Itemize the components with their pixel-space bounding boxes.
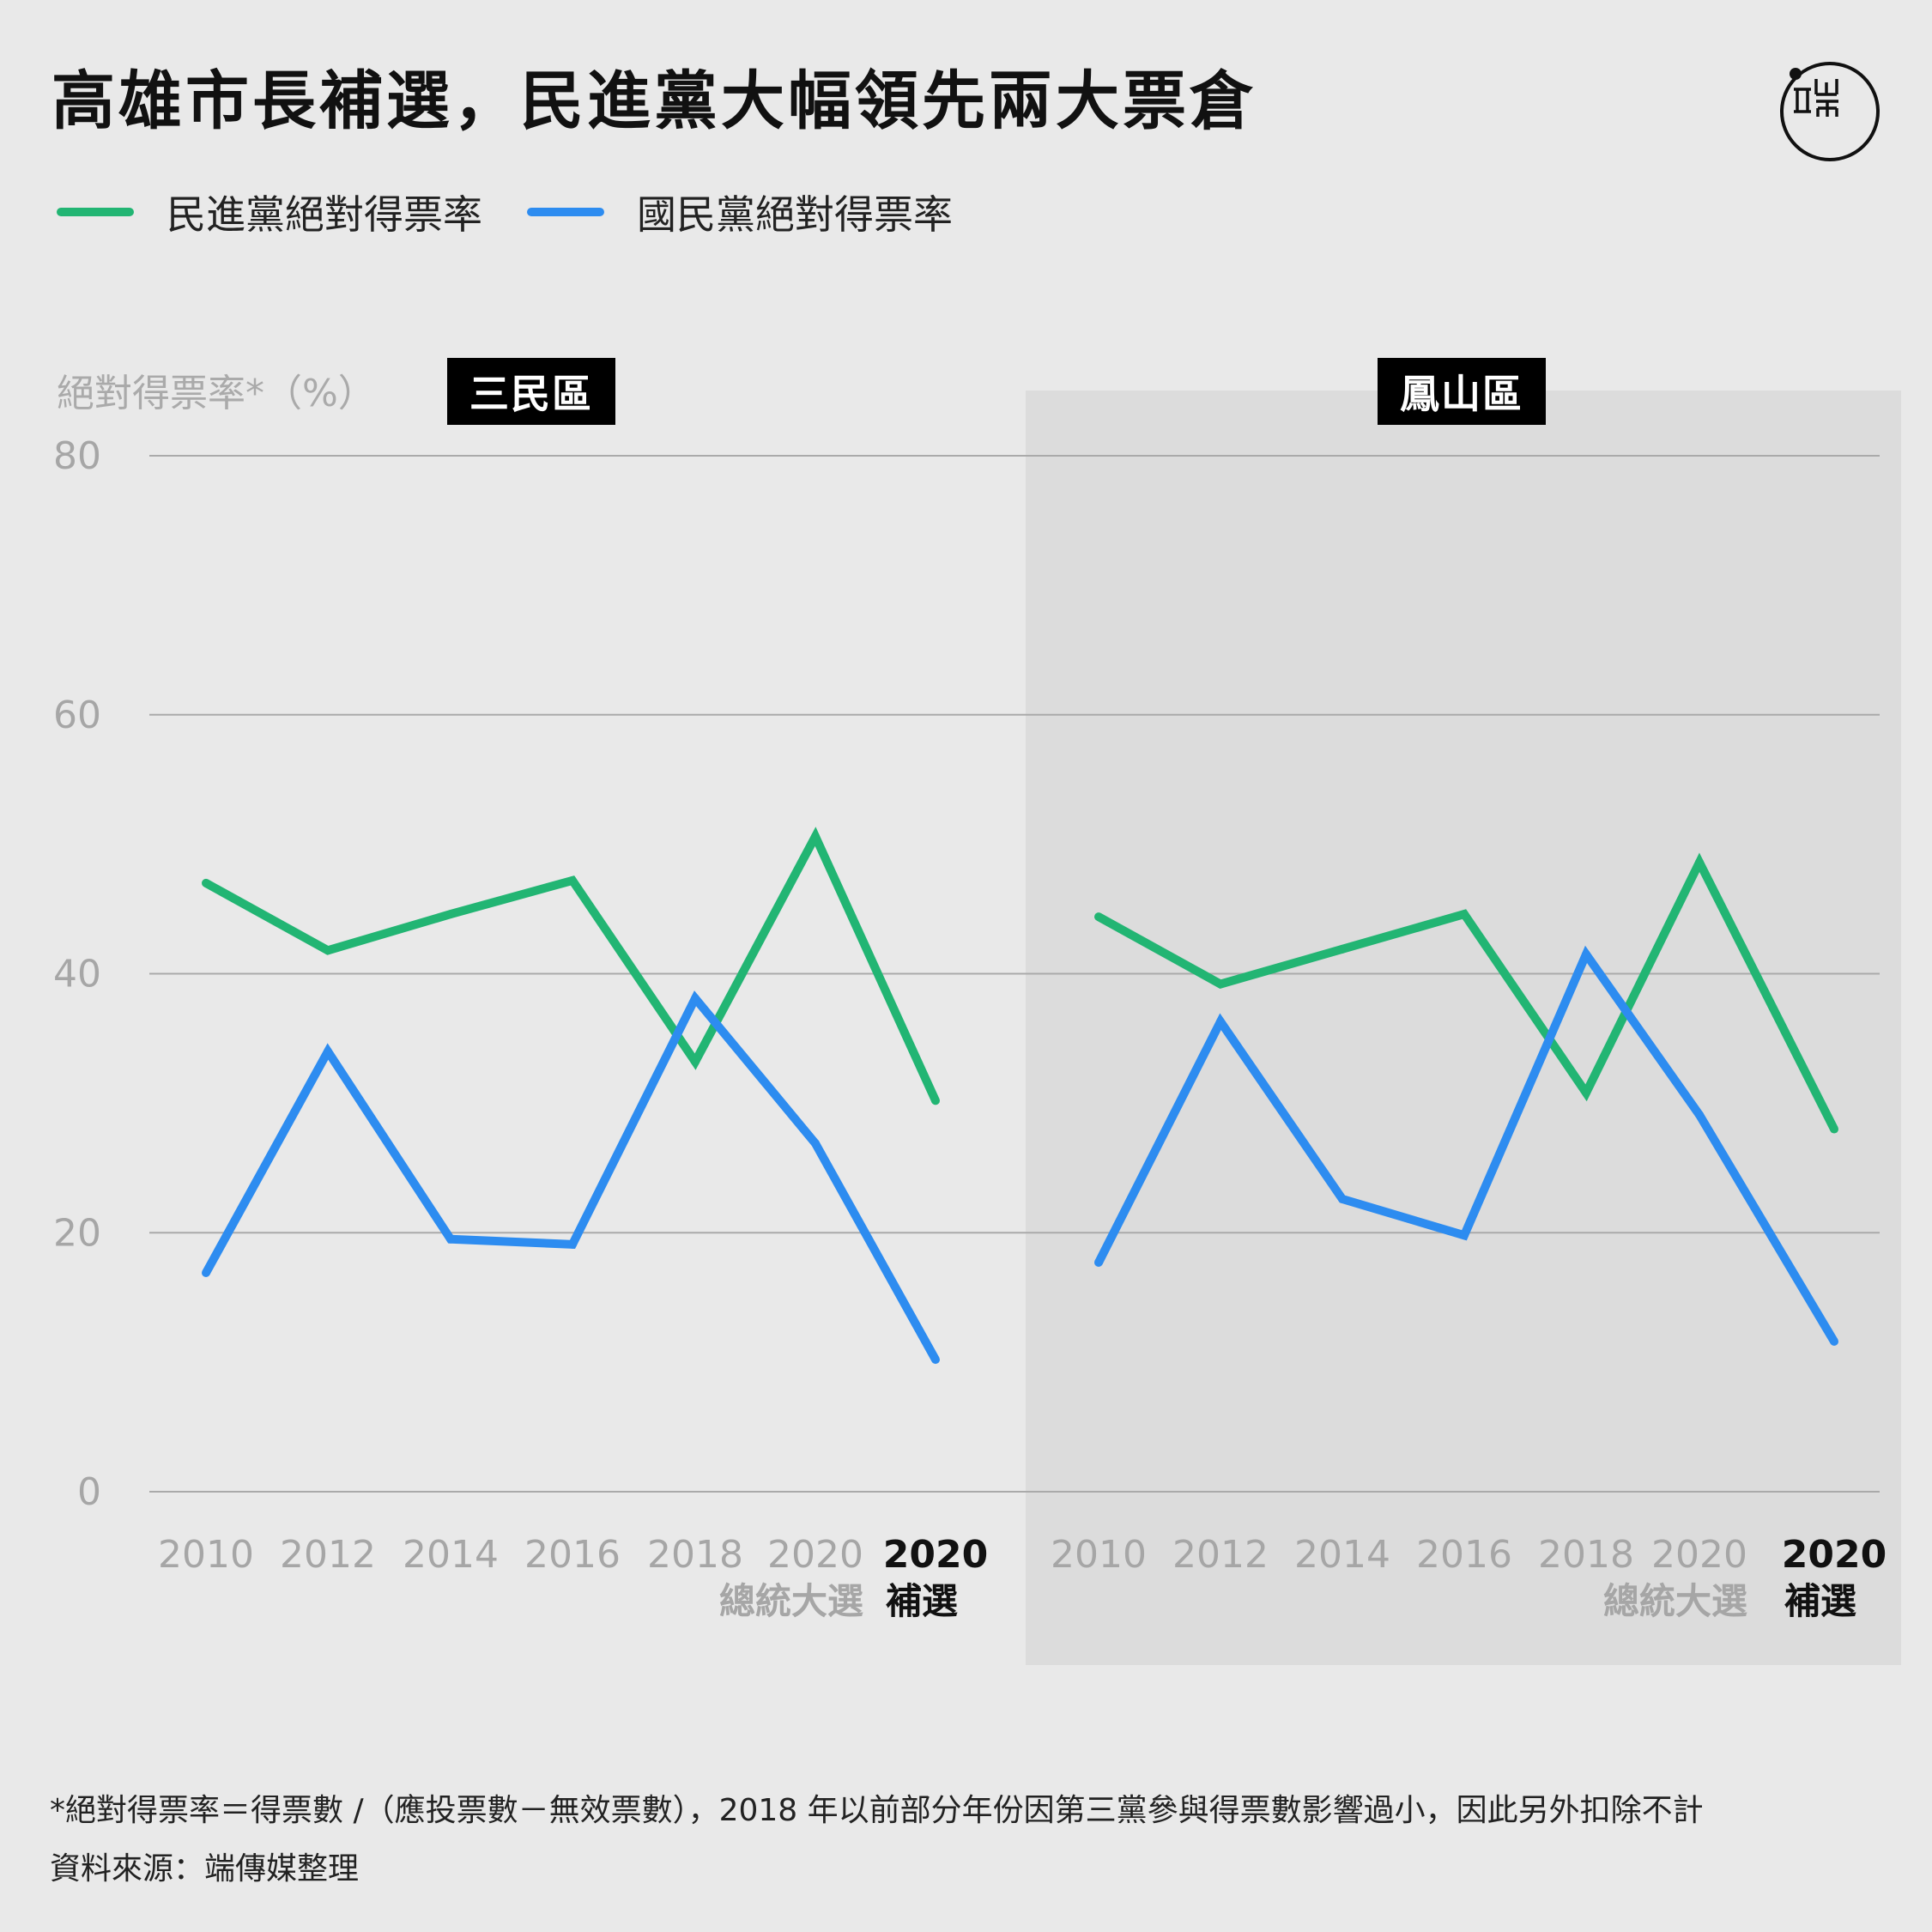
x-tick-label: 2020 — [1651, 1533, 1747, 1577]
data-point — [568, 875, 577, 885]
data-point — [1094, 1257, 1103, 1267]
x-tick-label: 2020 — [1782, 1533, 1887, 1577]
y-tick-label: 40 — [53, 953, 101, 996]
data-point — [931, 1096, 940, 1105]
y-axis-label: 絕對得票率*（%） — [57, 372, 376, 415]
x-tick-label: 2010 — [158, 1533, 254, 1577]
y-tick-label: 80 — [53, 434, 101, 478]
data-point — [691, 1057, 700, 1067]
y-tick-label: 20 — [53, 1211, 101, 1255]
x-tick-sublabel: 補選 — [886, 1580, 958, 1622]
x-tick-label: 2012 — [280, 1533, 376, 1577]
data-point — [568, 1239, 577, 1249]
data-point — [811, 1139, 820, 1148]
x-tick-label: 2018 — [1538, 1533, 1634, 1577]
x-tick-label: 2016 — [524, 1533, 621, 1577]
data-point — [1216, 1017, 1225, 1027]
data-point — [931, 1355, 940, 1365]
data-point — [1338, 944, 1347, 954]
data-point — [691, 994, 700, 1003]
data-point — [1830, 1336, 1838, 1346]
panel-badge-sanmin: 三民區 — [447, 358, 615, 425]
data-point — [1216, 979, 1225, 989]
legend-item-kmt: 國民黨絕對得票率 — [527, 184, 953, 240]
data-point — [1094, 912, 1103, 922]
data-point — [1460, 1231, 1469, 1240]
legend-label-dpp: 民進黨絕對得票率 — [167, 191, 482, 238]
chart-title: 高雄市長補選，民進黨大幅領先兩大票倉 — [51, 64, 1257, 138]
data-point — [446, 1234, 455, 1244]
x-tick-sublabel: 總統大選 — [1603, 1580, 1747, 1622]
y-tick-label: 0 — [77, 1470, 101, 1514]
x-tick-label: 2016 — [1416, 1533, 1512, 1577]
x-tick-sublabel: 總統大選 — [719, 1580, 863, 1622]
data-point — [1338, 1195, 1347, 1204]
x-tick-label: 2014 — [403, 1533, 499, 1577]
data-point — [324, 946, 332, 955]
footnote-definition: *絕對得票率＝得票數 /（應投票數－無效票數），2018 年以前部分年份因第三黨… — [50, 1793, 1704, 1828]
y-tick-label: 60 — [53, 693, 101, 737]
legend: 民進黨絕對得票率 國民黨絕對得票率 — [57, 182, 997, 242]
x-tick-label: 2018 — [647, 1533, 743, 1577]
data-point — [202, 878, 210, 887]
legend-label-kmt: 國民黨絕對得票率 — [637, 191, 953, 238]
x-tick-label: 2014 — [1294, 1533, 1390, 1577]
x-tick-label: 2012 — [1172, 1533, 1269, 1577]
series-line-0-1 — [202, 990, 940, 1362]
legend-item-dpp: 民進黨絕對得票率 — [57, 184, 482, 240]
data-point — [202, 1269, 210, 1278]
footnote-source: 資料來源：端傳媒整理 — [50, 1851, 360, 1887]
data-point — [1582, 949, 1590, 959]
data-point — [1460, 910, 1469, 919]
panel-shade-1 — [1026, 391, 1901, 1665]
initium-media-logo-icon — [1780, 62, 1880, 161]
panel-badge-fengshan: 鳳山區 — [1378, 358, 1546, 425]
data-point — [811, 832, 820, 841]
data-point — [324, 1047, 332, 1057]
data-point — [1582, 1088, 1590, 1098]
data-point — [1695, 1110, 1704, 1119]
x-tick-label: 2020 — [767, 1533, 863, 1577]
legend-swatch-kmt — [527, 208, 604, 216]
series-line-0-0 — [203, 827, 940, 1103]
legend-swatch-dpp — [57, 208, 134, 216]
x-tick-label: 2010 — [1051, 1533, 1147, 1577]
x-tick-label: 2020 — [883, 1533, 988, 1577]
data-point — [1830, 1124, 1838, 1134]
data-point — [1695, 857, 1704, 867]
x-tick-sublabel: 補選 — [1784, 1580, 1856, 1622]
data-point — [446, 910, 455, 919]
